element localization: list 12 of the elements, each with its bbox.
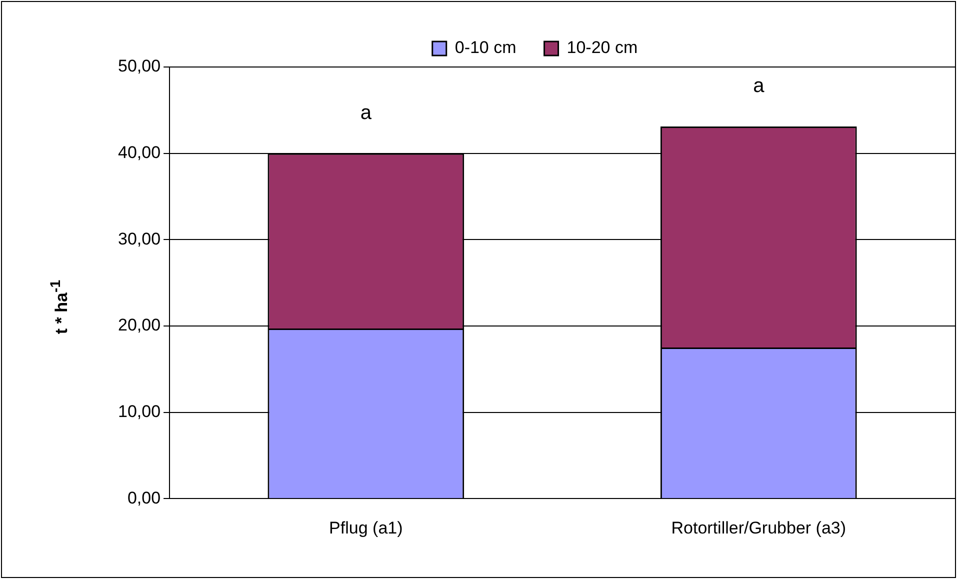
annotation: a (753, 75, 766, 98)
y-tick-label: 50,00 (118, 56, 161, 76)
y-tick-label: 20,00 (118, 316, 161, 335)
y-tick-label: 40,00 (118, 143, 161, 162)
y-tick-label: 0,00 (127, 488, 161, 508)
x-tick-label: Pflug (a1) (329, 518, 403, 538)
annotation: a (360, 102, 372, 124)
legend-label: 10-20 cm (566, 38, 638, 58)
legend-label: 0-10 cm (454, 38, 516, 58)
x-tick-label: Rotortiller/Grubber (a3) (671, 518, 846, 538)
y-tick-label: 30,00 (118, 229, 161, 248)
y-tick-label: 10,00 (118, 402, 161, 421)
